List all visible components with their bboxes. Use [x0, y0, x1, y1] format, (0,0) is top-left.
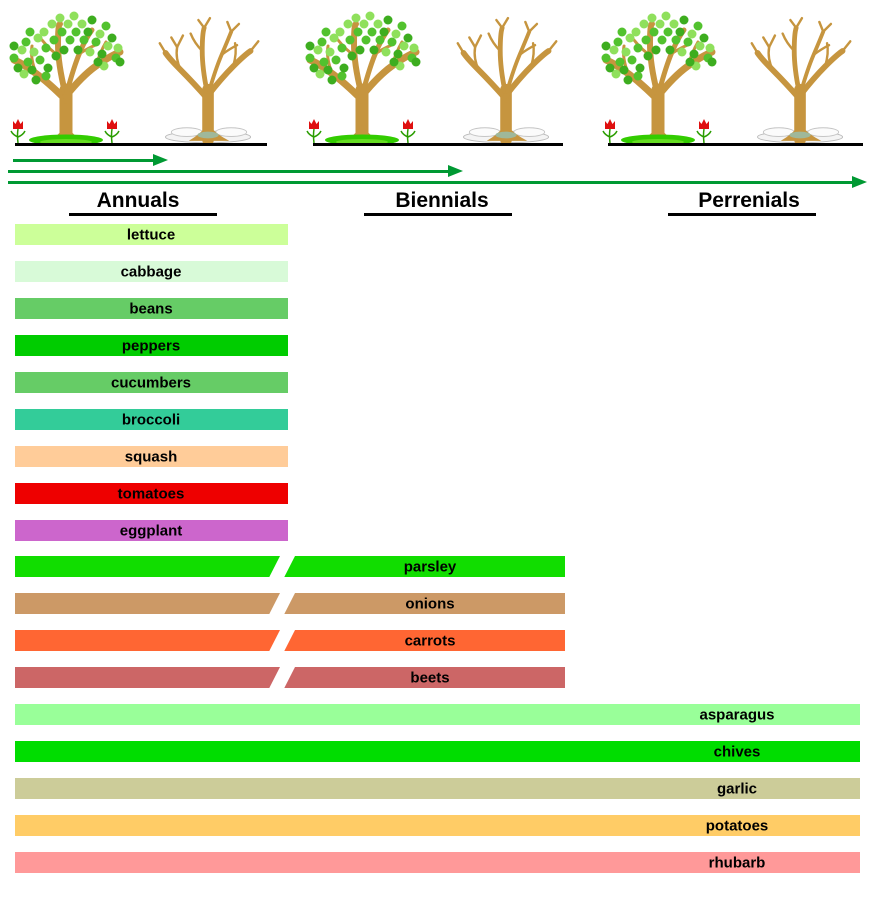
bar-garlic: garlic [15, 778, 860, 799]
arrow-shaft [8, 170, 450, 173]
biennials-underline [364, 213, 512, 216]
leafy-tree-image [594, 4, 724, 146]
perennials-underline [668, 213, 816, 216]
arrow-head-icon [153, 154, 168, 166]
leafy-tree-image [2, 4, 132, 146]
bar-broccoli: broccoli [15, 409, 288, 430]
bar-label: onions [405, 595, 455, 612]
bar-label: asparagus [699, 706, 775, 723]
bar-lettuce: lettuce [15, 224, 288, 245]
arrow-head-icon [448, 165, 463, 177]
bar-break-slash [269, 630, 295, 651]
bare-tree-image [152, 14, 266, 144]
ground-line [608, 143, 863, 146]
bar-label: rhubarb [708, 854, 766, 871]
leafy-tree-image [298, 4, 428, 146]
bar-cucumbers: cucumbers [15, 372, 288, 393]
arrow-shaft [8, 181, 854, 184]
bar-eggplant: eggplant [15, 520, 288, 541]
biennials-lifespan-arrow [8, 165, 463, 178]
bar-parsley: parsley [15, 556, 565, 577]
bar-label: garlic [716, 780, 758, 797]
bar-label: beans [129, 300, 173, 317]
ground-line [15, 143, 267, 146]
category-label-biennials: Biennials [395, 189, 489, 212]
bar-rhubarb: rhubarb [15, 852, 860, 873]
bar-label: broccoli [121, 411, 181, 428]
bar-label: squash [124, 448, 178, 465]
bar-label: cucumbers [110, 374, 192, 391]
bar-break-slash [269, 667, 295, 688]
bar-break-slash [269, 556, 295, 577]
bare-tree-image [744, 14, 858, 144]
bar-label: tomatoes [117, 485, 185, 502]
bar-carrots: carrots [15, 630, 565, 651]
bare-tree-image [450, 14, 564, 144]
bar-label: chives [713, 743, 761, 760]
bar-label: eggplant [119, 522, 183, 539]
bar-break-slash [269, 593, 295, 614]
category-label-perennials: Perrenials [698, 189, 800, 212]
bar-label: beets [410, 669, 450, 686]
bar-label: carrots [404, 632, 456, 649]
annuals-lifespan-arrow [13, 154, 168, 167]
arrow-head-icon [852, 176, 867, 188]
bar-chives: chives [15, 741, 860, 762]
bar-label: peppers [121, 337, 181, 354]
annuals-underline [69, 213, 217, 216]
bar-peppers: peppers [15, 335, 288, 356]
bar-asparagus: asparagus [15, 704, 860, 725]
bar-label: parsley [403, 558, 457, 575]
ground-line [313, 143, 563, 146]
bar-label: lettuce [126, 226, 176, 243]
bar-label: cabbage [120, 263, 182, 280]
arrow-shaft [13, 159, 155, 162]
bar-cabbage: cabbage [15, 261, 288, 282]
bar-tomatoes: tomatoes [15, 483, 288, 504]
bar-beets: beets [15, 667, 565, 688]
category-label-annuals: Annuals [96, 189, 180, 212]
bar-label: potatoes [705, 817, 769, 834]
bar-potatoes: potatoes [15, 815, 860, 836]
bar-onions: onions [15, 593, 565, 614]
bar-squash: squash [15, 446, 288, 467]
bar-beans: beans [15, 298, 288, 319]
perennials-lifespan-arrow [8, 176, 867, 189]
